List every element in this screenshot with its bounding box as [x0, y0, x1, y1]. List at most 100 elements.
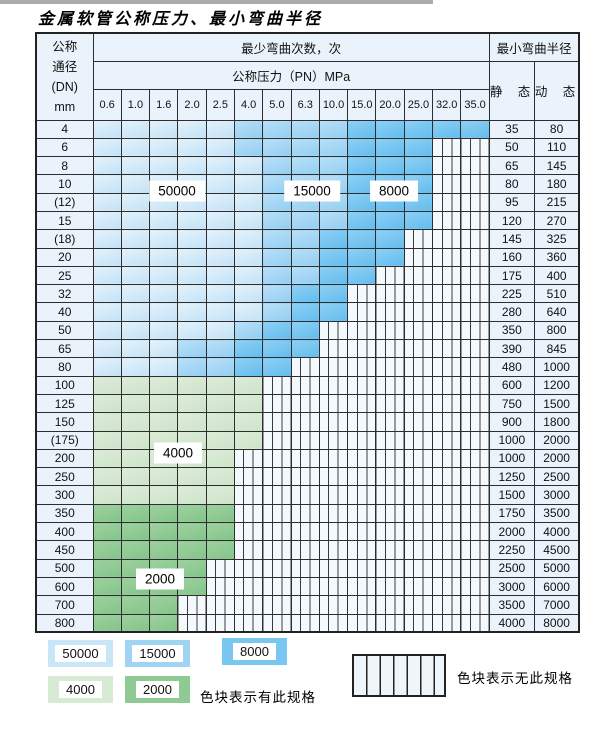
spec-cell: [205, 320, 235, 341]
no-spec-cell: [460, 503, 490, 524]
spec-cell: [375, 229, 405, 249]
dynamic-value-cell: 510: [533, 284, 580, 304]
no-spec-cell: [262, 595, 292, 615]
dynamic-value-cell: 270: [533, 210, 580, 231]
spec-cell: [149, 156, 179, 176]
table-row: 125 750 1500: [35, 393, 580, 414]
spec-cell: [233, 430, 264, 450]
no-spec-cell: [403, 613, 434, 633]
pressure-tick: 15.0: [347, 88, 377, 121]
no-spec-cell: [318, 467, 349, 487]
spec-cell: [120, 174, 151, 194]
spec-cell: [149, 357, 179, 377]
no-spec-cell: [262, 467, 292, 487]
no-spec-cell: [460, 540, 490, 560]
no-spec-cell: [403, 595, 434, 615]
dn-cell: 500: [35, 558, 94, 578]
spec-cell: [205, 522, 235, 542]
no-spec-cell: [233, 448, 264, 469]
spec-cell: [92, 284, 122, 304]
no-spec-cell: [205, 576, 235, 597]
no-spec-cell: [375, 485, 405, 505]
dn-cell: 80: [35, 357, 94, 377]
dynamic-value-cell: 215: [533, 192, 580, 212]
no-spec-cell: [290, 613, 320, 633]
no-spec-cell: [318, 375, 349, 395]
static-value-cell: 1250: [488, 467, 535, 487]
no-spec-cell: [460, 485, 490, 505]
no-spec-cell: [432, 485, 462, 505]
spec-cell: [177, 522, 207, 542]
no-spec-cell: [347, 503, 377, 524]
spec-cell: [290, 156, 320, 176]
no-spec-cell: [375, 284, 405, 304]
bend-count-region-label: 8000: [369, 180, 419, 202]
dynamic-value-cell: 4000: [533, 522, 580, 542]
spec-cell: [92, 302, 122, 322]
spec-cell: [290, 229, 320, 249]
spec-cell: [120, 613, 151, 633]
no-spec-cell: [233, 595, 264, 615]
no-spec-cell: [347, 284, 377, 304]
static-value-cell: 750: [488, 393, 535, 414]
no-spec-cell: [290, 485, 320, 505]
spec-cell: [177, 485, 207, 505]
spec-cell: [318, 119, 349, 139]
spec-cell: [149, 320, 179, 341]
spec-cell: [205, 302, 235, 322]
no-spec-cell: [375, 393, 405, 414]
dynamic-value-cell: 6000: [533, 576, 580, 597]
no-spec-cell: [375, 412, 405, 432]
table-row: 300 1500 3000: [35, 485, 580, 505]
table-row: 200 1000 2000: [35, 448, 580, 469]
static-value-cell: 225: [488, 284, 535, 304]
no-spec-cell: [375, 339, 405, 359]
dynamic-value-cell: 2500: [533, 467, 580, 487]
legend-no-spec-note: 色块表示无此规格: [457, 671, 573, 686]
spec-cell: [92, 375, 122, 395]
no-spec-cell: [205, 558, 235, 578]
spec-cell: [318, 247, 349, 267]
no-spec-cell: [290, 503, 320, 524]
dn-cell: 50: [35, 320, 94, 341]
no-spec-cell: [347, 522, 377, 542]
dn-cell: 150: [35, 412, 94, 432]
static-value-cell: 145: [488, 229, 535, 249]
spec-cell: [290, 339, 320, 359]
spec-cell: [205, 540, 235, 560]
spec-cell: [120, 320, 151, 341]
spec-cell: [318, 284, 349, 304]
spec-cell: [403, 119, 434, 139]
no-spec-cell: [432, 265, 462, 286]
no-spec-cell: [403, 412, 434, 432]
no-spec-cell: [375, 302, 405, 322]
pressure-tick: 10.0: [318, 88, 349, 121]
spec-cell: [318, 156, 349, 176]
no-spec-cell: [460, 558, 490, 578]
dynamic-value-cell: 640: [533, 302, 580, 322]
spec-cell: [149, 522, 179, 542]
no-spec-cell: [375, 558, 405, 578]
dn-column-header: 公称 通径 (DN) mm: [35, 32, 94, 121]
spec-cell: [290, 302, 320, 322]
table-row: 4 35 80: [35, 119, 580, 139]
no-spec-cell: [347, 558, 377, 578]
no-spec-cell: [460, 576, 490, 597]
no-spec-cell: [403, 485, 434, 505]
spec-cell: [233, 284, 264, 304]
no-spec-cell: [347, 448, 377, 469]
spec-cell: [318, 265, 349, 286]
page-title: 金属软管公称压力、最小弯曲半径: [38, 9, 324, 28]
table-row: 800 4000 8000: [35, 613, 580, 633]
legend-swatch-label: 8000: [233, 643, 276, 660]
spec-cell: [120, 485, 151, 505]
no-spec-cell: [262, 375, 292, 395]
no-spec-cell: [375, 357, 405, 377]
no-spec-cell: [318, 430, 349, 450]
no-spec-cell: [403, 265, 434, 286]
spec-cell: [290, 247, 320, 267]
legend-hatch-swatch: [352, 654, 446, 697]
dn-cell: 200: [35, 448, 94, 469]
dynamic-value-cell: 80: [533, 119, 580, 139]
no-spec-cell: [233, 522, 264, 542]
